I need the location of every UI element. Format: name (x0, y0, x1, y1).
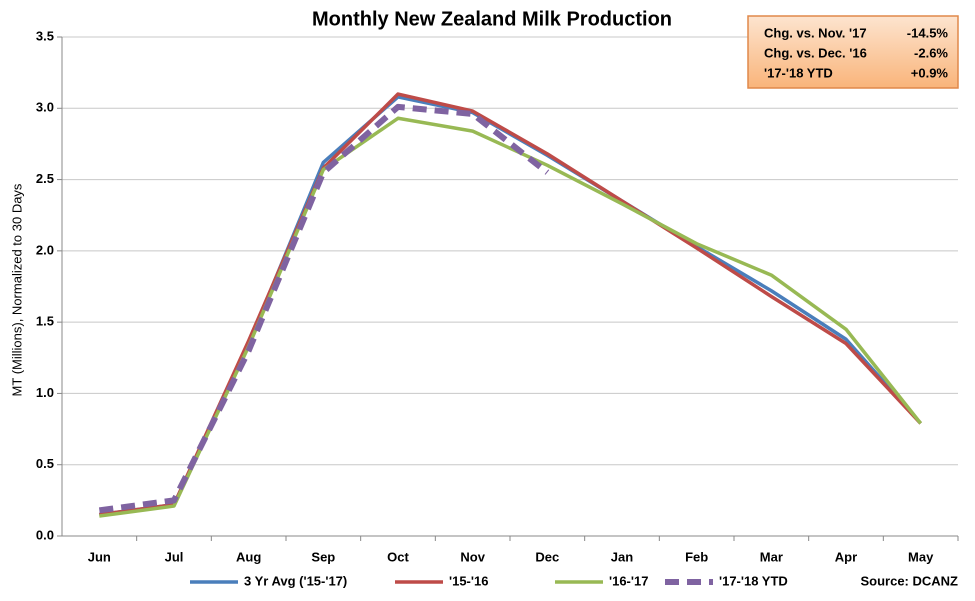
x-tick-label: Dec (535, 549, 559, 564)
x-tick-label: Aug (236, 549, 261, 564)
legend-label: 3 Yr Avg ('15-'17) (244, 573, 347, 588)
x-tick-label: Oct (387, 549, 409, 564)
x-tick-label: Nov (460, 549, 485, 564)
line-series (99, 92, 922, 517)
line-series (99, 116, 923, 518)
y-axis-label: MT (Millions), Normalized to 30 Days (9, 183, 24, 396)
legend-label: '15-'16 (449, 573, 488, 588)
x-tick-label: Apr (835, 549, 857, 564)
y-tick-label: 2.0 (36, 242, 54, 257)
info-box (747, 15, 959, 89)
info-label: Chg. vs. Dec. '16 (764, 45, 867, 60)
line-series (98, 103, 550, 514)
x-tick-label: May (908, 549, 934, 564)
x-tick-label: Feb (685, 549, 708, 564)
x-tick-label: Jan (611, 549, 633, 564)
y-tick-label: 3.0 (36, 100, 54, 115)
x-tick-label: Mar (760, 549, 783, 564)
y-tick-label: 0.5 (36, 456, 54, 471)
x-tick-label: Jun (88, 549, 111, 564)
source: Source: DCANZ (860, 573, 958, 588)
info-label: '17-'18 YTD (764, 65, 833, 80)
y-tick-label: 1.0 (36, 385, 54, 400)
y-tick-label: 3.5 (36, 28, 54, 43)
y-tick-label: 0.0 (36, 527, 54, 542)
info-value: -2.6% (914, 45, 948, 60)
info-label: Chg. vs. Nov. '17 (764, 25, 867, 40)
legend-label: '17-'18 YTD (719, 573, 788, 588)
x-tick-label: Sep (311, 549, 335, 564)
x-tick-label: Jul (165, 549, 184, 564)
y-tick-label: 2.5 (36, 171, 54, 186)
info-value: +0.9% (911, 65, 949, 80)
y-tick-label: 1.5 (36, 314, 54, 329)
legend-label: '16-'17 (609, 573, 648, 588)
chart-title: Monthly New Zealand Milk Production (312, 8, 672, 30)
info-value: -14.5% (907, 25, 949, 40)
